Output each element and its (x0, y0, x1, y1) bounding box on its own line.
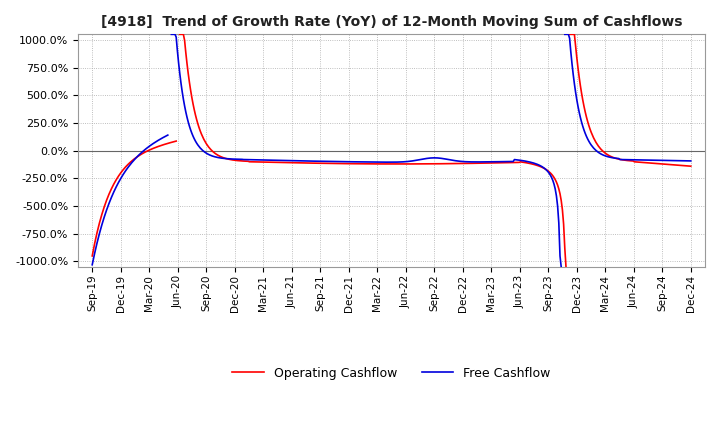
Operating Cashflow (446, 161, 454, 166)
Free Cashflow (374, 159, 382, 165)
Free Cashflow (673, 158, 682, 163)
Title: [4918]  Trend of Growth Rate (YoY) of 12-Month Moving Sum of Cashflows: [4918] Trend of Growth Rate (YoY) of 12-… (101, 15, 683, 29)
Free Cashflow (377, 159, 386, 165)
Operating Cashflow (413, 161, 422, 167)
Free Cashflow (446, 157, 454, 162)
Free Cashflow (413, 158, 422, 163)
Operating Cashflow (686, 164, 695, 169)
Free Cashflow (88, 262, 96, 268)
Free Cashflow (580, 128, 588, 133)
Operating Cashflow (88, 253, 96, 259)
Operating Cashflow (374, 161, 382, 167)
Operating Cashflow (580, 104, 588, 109)
Legend: Operating Cashflow, Free Cashflow: Operating Cashflow, Free Cashflow (228, 362, 556, 385)
Line: Operating Cashflow: Operating Cashflow (92, 34, 690, 267)
Operating Cashflow (673, 162, 682, 168)
Operating Cashflow (377, 161, 386, 167)
Line: Free Cashflow: Free Cashflow (92, 34, 690, 267)
Free Cashflow (686, 158, 695, 164)
